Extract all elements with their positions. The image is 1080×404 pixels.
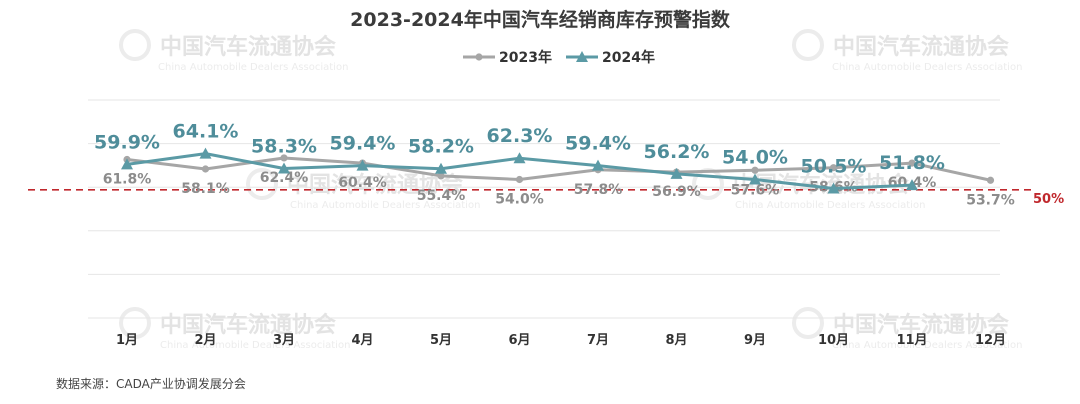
- point-2023: [201, 165, 210, 173]
- x-tick-label: 1月: [116, 333, 138, 348]
- data-label-2024: 59.4%: [330, 133, 396, 155]
- watermark-bottom-left: 中国汽车流通协会 China Automobile Dealers Associ…: [119, 307, 350, 351]
- point-2024: [199, 147, 212, 159]
- data-label-2023: 62.4%: [260, 170, 309, 186]
- point-2024: [356, 159, 369, 171]
- reference-line-label: 50%: [1033, 192, 1064, 207]
- data-label-2024: 50.5%: [801, 155, 867, 177]
- point-2024: [278, 162, 290, 174]
- legend-label: 2024年: [602, 49, 655, 66]
- x-tick-label: 3月: [273, 333, 295, 348]
- data-label-2024: 54.0%: [722, 147, 788, 169]
- watermark-text: 中国汽车流通协会: [833, 312, 1009, 338]
- legend-marker-triangle: [576, 51, 588, 62]
- x-axis: 1月 2月 3月 4月 5月 6月 7月 8月 9月 10月 11月 12月: [116, 333, 1006, 348]
- point-2024: [592, 159, 604, 171]
- x-tick-label: 11月: [896, 333, 927, 348]
- watermark-text: 中国汽车流通协会: [287, 172, 463, 198]
- watermark-subtext: China Automobile Dealers Association: [160, 340, 350, 351]
- data-label-2023: 60.4%: [338, 175, 387, 191]
- data-label-2024: 51.8%: [879, 152, 945, 174]
- data-label-2023: 57.8%: [574, 182, 623, 198]
- data-label-2023: 58.1%: [181, 181, 230, 197]
- legend-label: 2023年: [499, 49, 552, 66]
- legend: 2023年 2024年: [463, 49, 655, 66]
- point-2023: [280, 154, 288, 162]
- data-label-2024: 62.3%: [487, 125, 553, 147]
- source-note: 数据来源：CADA产业协调发展分会: [56, 376, 246, 391]
- watermark-top-left: 中国汽车流通协会 China Automobile Dealers Associ…: [119, 29, 348, 73]
- series-line-2023: [126, 156, 991, 182]
- x-tick-label: 9月: [744, 333, 766, 348]
- point-2023: [437, 172, 445, 180]
- watermark-subtext: China Automobile Dealers Association: [158, 62, 348, 73]
- point-2024: [827, 182, 840, 194]
- point-2024: [906, 179, 918, 191]
- watermark-top-right: 中国汽车流通协会 China Automobile Dealers Associ…: [792, 29, 1022, 73]
- watermark-subtext: China Automobile Dealers Association: [832, 62, 1022, 73]
- x-tick-label: 10月: [818, 333, 849, 348]
- watermark-text: 中国汽车流通协会: [160, 312, 336, 338]
- reference-line-group: 50%: [28, 188, 1064, 207]
- point-2023: [908, 159, 916, 167]
- legend-item-2024: 2024年: [566, 49, 655, 66]
- watermark-center-left: 中国汽车流通协会 China Automobile Dealers Associ…: [246, 168, 480, 211]
- point-2023: [986, 176, 995, 184]
- point-2024: [121, 158, 133, 170]
- watermark-center-right: 中国汽车流通协会 China Automobile Dealers Associ…: [692, 168, 925, 211]
- data-label-2024: 58.2%: [408, 136, 474, 158]
- point-2023: [829, 164, 838, 172]
- data-label-2024: 56.2%: [644, 141, 710, 163]
- watermark-subtext: China Automobile Dealers Association: [832, 340, 1022, 351]
- x-tick-label: 12月: [975, 333, 1006, 348]
- x-tick-label: 4月: [351, 333, 373, 348]
- data-label-2024: 59.4%: [565, 133, 631, 155]
- data-label-2024: 64.1%: [173, 121, 239, 143]
- data-label-2023: 54.0%: [495, 192, 544, 208]
- data-label-2023: 55.4%: [417, 188, 466, 204]
- data-label-2024: 59.9%: [94, 131, 160, 153]
- series-group: 61.8% 58.1% 62.4% 60.4% 55.4% 54.0% 57.8% 56.9%…: [94, 121, 1015, 209]
- point-2024: [435, 162, 447, 174]
- legend-marker-circle: [475, 53, 483, 61]
- chart-title: 2023-2024年中国汽车经销商库存预警指数: [350, 8, 731, 31]
- watermark-text: 中国汽车流通协会: [833, 34, 1009, 60]
- watermark-text: 中国汽车流通协会: [733, 172, 909, 198]
- data-label-2024: 58.3%: [251, 135, 317, 157]
- point-2024: [670, 167, 683, 179]
- x-tick-label: 2月: [194, 333, 216, 348]
- legend-item-2023: 2023年: [463, 49, 552, 66]
- point-2024: [513, 152, 526, 164]
- point-2024: [749, 173, 761, 185]
- data-label-2023: 57.6%: [731, 182, 780, 198]
- x-tick-label: 5月: [430, 333, 452, 348]
- x-tick-label: 7月: [587, 333, 609, 348]
- watermark-text: 中国汽车流通协会: [160, 34, 336, 60]
- data-label-2023: 61.8%: [103, 172, 152, 188]
- watermark-subtext: China Automobile Dealers Association: [290, 200, 480, 211]
- data-label-2023: 53.7%: [966, 192, 1015, 208]
- x-tick-label: 6月: [508, 333, 530, 348]
- x-tick-label: 8月: [665, 333, 687, 348]
- watermark-subtext: China Automobile Dealers Association: [735, 200, 925, 211]
- point-2023: [751, 166, 759, 174]
- data-label-2023: 56.9%: [652, 184, 701, 200]
- watermark-bottom-right: 中国汽车流通协会 China Automobile Dealers Associ…: [792, 307, 1022, 351]
- watermarks: 中国汽车流通协会 China Automobile Dealers Associ…: [119, 29, 1022, 351]
- point-2023: [515, 175, 524, 184]
